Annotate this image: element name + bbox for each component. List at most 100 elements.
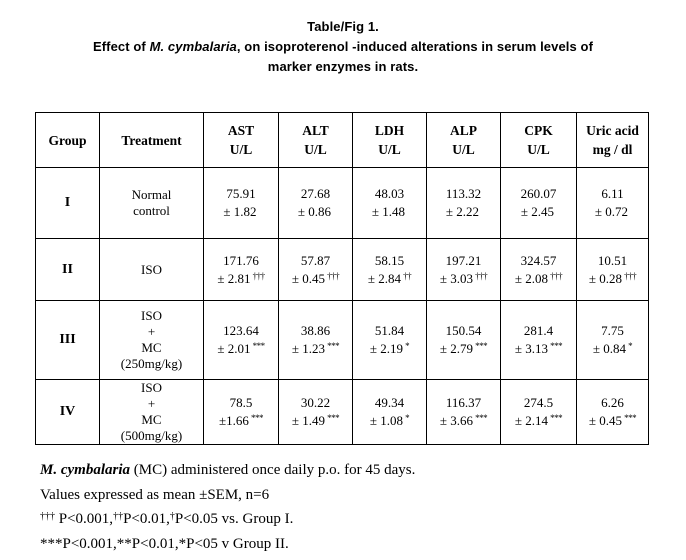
data-cell-alp: 150.54 ± 2.79 ***	[426, 300, 501, 380]
footnote-line-4: ***P<0.001,**P<0.01,*P<05 v Group II.	[40, 535, 289, 552]
footnote-line-1: M. cymbalaria (MC) administered once dai…	[40, 458, 660, 483]
data-cell-ast: 78.5 ±1.66 ***	[203, 379, 279, 445]
treatment-cell: ISO	[99, 238, 204, 301]
cell-value: 48.03	[374, 186, 405, 201]
cell-error: ± 0.28	[588, 270, 623, 286]
significance-marker: ***	[475, 341, 488, 351]
cell-value: 30.22	[300, 395, 331, 410]
cell-error: ± 2.19	[369, 341, 404, 356]
species-name-footnote: M. cymbalaria	[40, 462, 130, 478]
footnote-line-3-text-3: P<0.05 vs. Group I.	[174, 511, 294, 527]
treatment-cell: ISO + MC (250mg/kg)	[99, 300, 204, 380]
data-cell-alp: 116.37 ± 3.66 ***	[426, 379, 501, 445]
results-table: Group Treatment AST U/L ALT U/L LDH U/L …	[35, 112, 649, 445]
cell-value: 6.26	[601, 395, 624, 410]
cell-value: 113.32	[445, 186, 482, 201]
cell-value: 57.87	[300, 252, 331, 268]
cell-error: ± 2.79	[439, 341, 474, 356]
significance-marker: †††	[252, 270, 266, 281]
significance-marker: †††	[327, 270, 340, 281]
title-line3: marker enzymes in rats.	[267, 59, 419, 74]
cell-value: 150.54	[445, 323, 482, 338]
cell-error: ± 1.48	[371, 204, 406, 219]
group-cell: I	[35, 167, 100, 239]
data-cell-alt: 27.68 ± 0.86	[278, 167, 353, 239]
data-cell-ast: 171.76 ± 2.81 †††	[203, 238, 279, 301]
column-header-uric-acid: Uric acid mg / dl	[576, 112, 649, 168]
title-line1: Table/Fig 1.	[307, 19, 379, 34]
data-cell-alt: 57.87 ± 0.45 †††	[278, 238, 353, 301]
data-cell-cpk: 324.57 ± 2.08 †††	[500, 238, 577, 301]
cell-value: 197.21	[445, 252, 482, 268]
significance-marker: ***	[327, 413, 340, 423]
significance-marker: *	[628, 341, 633, 351]
cell-value: 324.57	[520, 252, 557, 268]
column-header-ldh: LDH U/L	[352, 112, 427, 168]
cell-error: ± 0.84	[592, 341, 627, 356]
cell-error: ± 1.08	[369, 413, 404, 428]
footnotes: M. cymbalaria (MC) administered once dai…	[40, 458, 660, 556]
cell-value: 116.37	[445, 395, 482, 410]
table-row-group-2: II ISO 171.76 ± 2.81 ††† 57.87 ± 0.45 ††† …	[35, 238, 649, 301]
cell-value: 171.76	[223, 252, 259, 268]
title-line2-suffix: , on isoproterenol -induced alterations …	[236, 39, 594, 54]
column-header-treatment: Treatment	[99, 112, 204, 168]
data-cell-ldh: 58.15 ± 2.84 ††	[352, 238, 427, 301]
group-cell: II	[35, 238, 100, 301]
cell-value: 75.91	[226, 186, 256, 201]
footnote-line-3: ††† P<0.001,††P<0.01,†P<0.05 vs. Group I…	[40, 507, 660, 532]
cell-error: ± 2.45	[520, 204, 555, 219]
treatment-cell: ISO + MC (500mg/kg)	[99, 379, 204, 445]
cell-value: 260.07	[520, 186, 557, 201]
column-header-alt: ALT U/L	[278, 112, 353, 168]
data-cell-alt: 38.86 ± 1.23 ***	[278, 300, 353, 380]
data-cell-ast: 75.91 ± 1.82	[203, 167, 279, 239]
data-cell-uric-acid: 10.51 ± 0.28 †††	[576, 238, 649, 301]
significance-marker: *	[405, 413, 410, 423]
cell-error: ± 2.81	[217, 270, 251, 286]
cell-error: ± 2.84	[367, 270, 402, 286]
column-header-ast: AST U/L	[203, 112, 279, 168]
cell-value: 274.5	[523, 395, 554, 410]
column-header-cpk: CPK U/L	[500, 112, 577, 168]
cell-value: 49.34	[374, 395, 405, 410]
cell-error: ± 1.82	[223, 204, 257, 219]
data-cell-ast: 123.64 ± 2.01 ***	[203, 300, 279, 380]
cell-error: ± 3.66	[439, 413, 474, 428]
significance-marker: ***	[252, 341, 266, 351]
data-cell-ldh: 49.34 ± 1.08 *	[352, 379, 427, 445]
header-row: Group Treatment AST U/L ALT U/L LDH U/L …	[35, 112, 649, 168]
significance-marker: ***	[550, 341, 563, 351]
significance-marker: ***	[550, 413, 563, 423]
data-cell-ldh: 48.03 ± 1.48	[352, 167, 427, 239]
dagger-triple-marker: †††	[40, 511, 55, 522]
significance-marker: ***	[250, 413, 264, 423]
page-title: Table/Fig 1. Effect of M. cymbalaria, on…	[0, 17, 686, 77]
cell-error: ±1.66	[219, 413, 249, 428]
significance-marker: *	[405, 341, 410, 351]
cell-error: ± 2.22	[445, 204, 480, 219]
cell-error: ± 0.86	[297, 204, 332, 219]
footnote-line-3-text-2: P<0.01,	[123, 511, 170, 527]
column-header-group: Group	[35, 112, 100, 168]
column-header-alp: ALP U/L	[426, 112, 501, 168]
cell-value: 27.68	[300, 186, 331, 201]
table-row-group-4: IV ISO + MC (500mg/kg) 78.5 ±1.66 *** 30.…	[35, 379, 649, 445]
cell-error: ± 1.23	[291, 341, 326, 356]
group-cell: IV	[35, 379, 100, 445]
data-cell-uric-acid: 6.26 ± 0.45 ***	[576, 379, 649, 445]
dagger-double-marker: ††	[113, 511, 124, 522]
data-cell-uric-acid: 6.11 ± 0.72	[576, 167, 649, 239]
data-cell-uric-acid: 7.75 ± 0.84 *	[576, 300, 649, 380]
cell-value: 123.64	[223, 323, 259, 338]
cell-value: 281.4	[523, 323, 554, 338]
species-name-title: M. cymbalaria	[149, 39, 237, 54]
dagger-single-marker: †	[169, 511, 175, 522]
data-cell-alp: 197.21 ± 3.03 †††	[426, 238, 501, 301]
significance-marker: ***	[327, 341, 340, 351]
footnote-line-1-text: (MC) administered once daily p.o. for 45…	[130, 462, 416, 478]
footnote-line-3-text-1: P<0.001,	[55, 511, 114, 527]
cell-value: 10.51	[597, 252, 628, 268]
significance-marker: ***	[475, 413, 488, 423]
data-cell-ldh: 51.84 ± 2.19 *	[352, 300, 427, 380]
